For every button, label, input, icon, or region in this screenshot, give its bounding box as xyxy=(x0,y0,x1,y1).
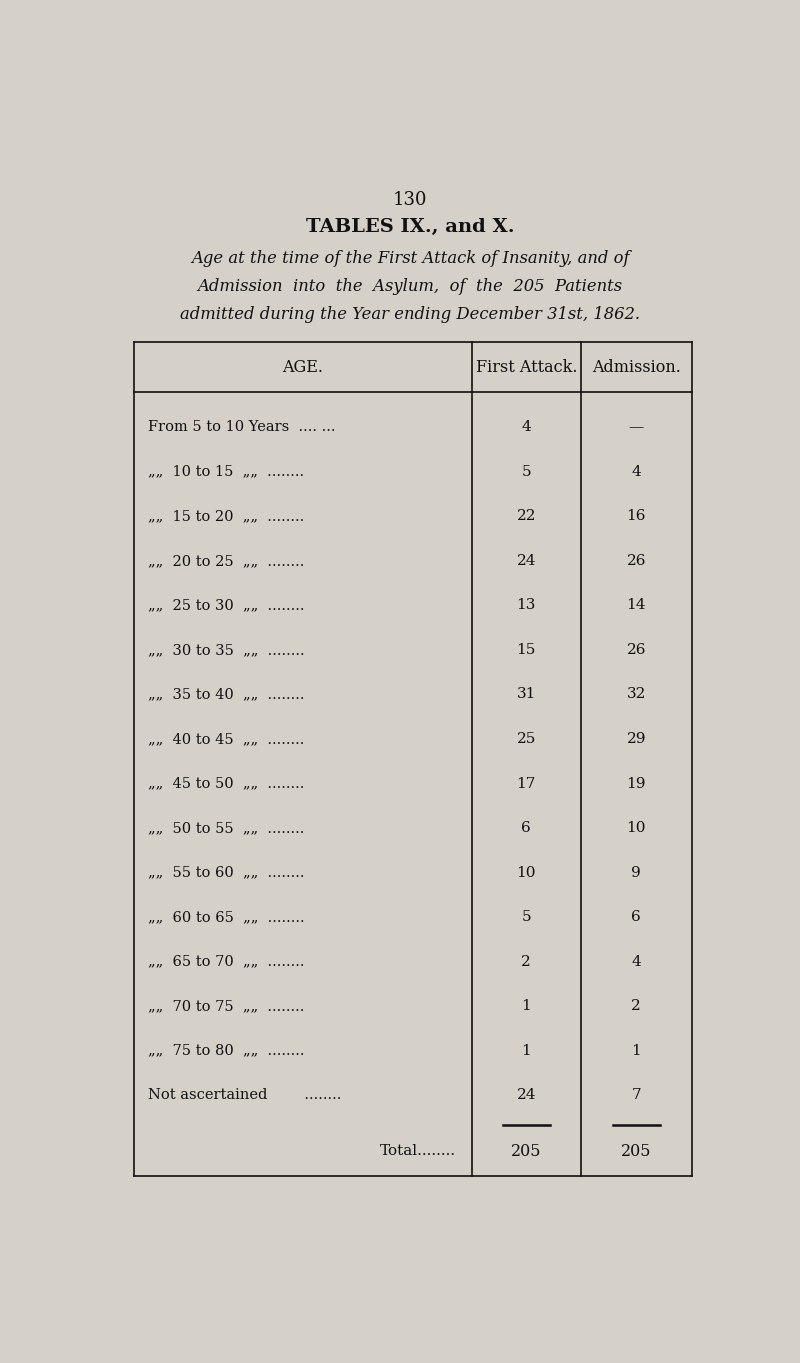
Text: AGE.: AGE. xyxy=(282,358,323,376)
Text: 19: 19 xyxy=(626,777,646,791)
Text: „„  55 to 60  „„  ........: „„ 55 to 60 „„ ........ xyxy=(148,866,304,879)
Text: „„  65 to 70  „„  ........: „„ 65 to 70 „„ ........ xyxy=(148,954,304,969)
Text: 26: 26 xyxy=(626,643,646,657)
Text: 1: 1 xyxy=(631,1044,641,1058)
Text: 1: 1 xyxy=(522,1044,531,1058)
Text: 1: 1 xyxy=(522,999,531,1013)
Text: 9: 9 xyxy=(631,866,641,879)
Text: „„  10 to 15  „„  ........: „„ 10 to 15 „„ ........ xyxy=(148,465,304,478)
Text: Not ascertained        ........: Not ascertained ........ xyxy=(148,1088,341,1103)
Text: 24: 24 xyxy=(517,553,536,568)
Text: 205: 205 xyxy=(621,1142,651,1160)
Text: 6: 6 xyxy=(522,821,531,836)
Text: „„  50 to 55  „„  ........: „„ 50 to 55 „„ ........ xyxy=(148,821,304,836)
Text: „„  35 to 40  „„  ........: „„ 35 to 40 „„ ........ xyxy=(148,687,304,702)
Text: 130: 130 xyxy=(393,191,427,209)
Text: 5: 5 xyxy=(522,465,531,478)
Text: 24: 24 xyxy=(517,1088,536,1103)
Text: 7: 7 xyxy=(631,1088,641,1103)
Text: First Attack.: First Attack. xyxy=(475,358,577,376)
Text: 13: 13 xyxy=(517,598,536,612)
Text: 2: 2 xyxy=(522,954,531,969)
Text: 10: 10 xyxy=(626,821,646,836)
Text: „„  45 to 50  „„  ........: „„ 45 to 50 „„ ........ xyxy=(148,777,304,791)
Text: „„  60 to 65  „„  ........: „„ 60 to 65 „„ ........ xyxy=(148,910,304,924)
Text: 4: 4 xyxy=(631,465,641,478)
Text: 4: 4 xyxy=(631,954,641,969)
Text: TABLES IX., and X.: TABLES IX., and X. xyxy=(306,218,514,236)
Text: „„  15 to 20  „„  ........: „„ 15 to 20 „„ ........ xyxy=(148,510,304,523)
Text: „„  30 to 35  „„  ........: „„ 30 to 35 „„ ........ xyxy=(148,643,304,657)
Text: „„  20 to 25  „„  ........: „„ 20 to 25 „„ ........ xyxy=(148,553,304,568)
Text: Admission  into  the  Asylum,  of  the  205  Patients: Admission into the Asylum, of the 205 Pa… xyxy=(198,278,622,294)
Text: 32: 32 xyxy=(626,687,646,702)
Text: 6: 6 xyxy=(631,910,641,924)
Text: „„  75 to 80  „„  ........: „„ 75 to 80 „„ ........ xyxy=(148,1044,304,1058)
Text: 26: 26 xyxy=(626,553,646,568)
Text: „„  40 to 45  „„  ........: „„ 40 to 45 „„ ........ xyxy=(148,732,304,746)
Text: From 5 to 10 Years  .... ...: From 5 to 10 Years .... ... xyxy=(148,420,335,435)
Text: 4: 4 xyxy=(522,420,531,435)
Text: 2: 2 xyxy=(631,999,641,1013)
Text: 16: 16 xyxy=(626,510,646,523)
Text: 205: 205 xyxy=(511,1142,542,1160)
Text: Age at the time of the First Attack of Insanity, and of: Age at the time of the First Attack of I… xyxy=(190,249,630,267)
Text: Total........: Total........ xyxy=(380,1145,457,1159)
Text: 31: 31 xyxy=(517,687,536,702)
Text: admitted during the Year ending December 31st, 1862.: admitted during the Year ending December… xyxy=(180,307,640,323)
Text: 29: 29 xyxy=(626,732,646,746)
Text: 14: 14 xyxy=(626,598,646,612)
Text: „„  70 to 75  „„  ........: „„ 70 to 75 „„ ........ xyxy=(148,999,304,1013)
Text: 22: 22 xyxy=(517,510,536,523)
Text: 25: 25 xyxy=(517,732,536,746)
Text: 10: 10 xyxy=(517,866,536,879)
Text: 17: 17 xyxy=(517,777,536,791)
Text: „„  25 to 30  „„  ........: „„ 25 to 30 „„ ........ xyxy=(148,598,304,612)
Text: Admission.: Admission. xyxy=(592,358,681,376)
Text: 5: 5 xyxy=(522,910,531,924)
Text: 15: 15 xyxy=(517,643,536,657)
Text: —: — xyxy=(629,420,644,435)
